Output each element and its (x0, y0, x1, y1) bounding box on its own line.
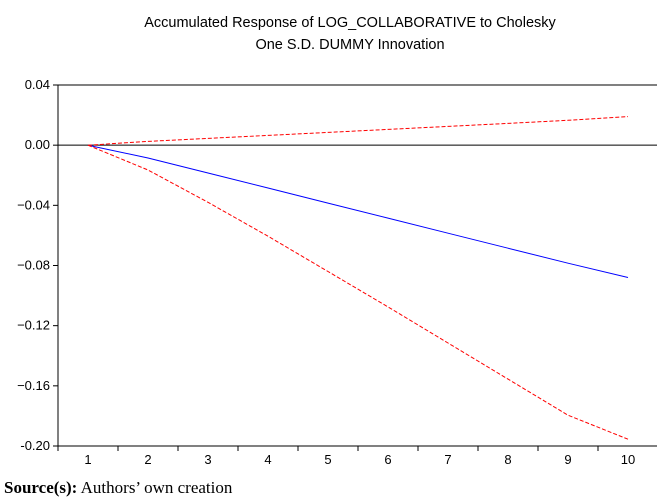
x-tick-label: 8 (504, 452, 511, 467)
series-layer (87, 116, 629, 440)
source-text: Authors’ own creation (77, 478, 233, 497)
y-tick-label: −0.08 (17, 258, 50, 273)
x-tick-label: 9 (564, 452, 571, 467)
chart-title: Accumulated Response of LOG_COLLABORATIV… (144, 15, 556, 31)
y-tick-label: −0.12 (17, 318, 50, 333)
source-label: Source(s): (4, 478, 78, 497)
series-line-1 (87, 116, 629, 146)
source-caption: Source(s): Authors’ own creation (4, 478, 232, 498)
x-tick-label: 1 (84, 452, 91, 467)
series-line-0 (87, 144, 629, 278)
y-tick-label: −0.04 (17, 197, 50, 212)
y-tick-label: −0.16 (17, 378, 50, 393)
x-axis: 1 2 3 4 5 6 7 8 9 10 (57, 446, 635, 467)
y-axis: 0.04 0.00 −0.04 −0.08 −0.12 −0.16 -0.20 (17, 77, 58, 453)
x-tick-label: 7 (444, 452, 451, 467)
plot-frame (57, 84, 657, 447)
chart-subtitle: One S.D. DUMMY Innovation (255, 37, 444, 53)
x-tick-label: 4 (264, 452, 271, 467)
x-tick-label: 5 (324, 452, 331, 467)
y-tick-label: 0.00 (25, 137, 50, 152)
y-tick-label: 0.04 (25, 77, 50, 92)
x-tick-label: 2 (144, 452, 151, 467)
x-tick-label: 6 (384, 452, 391, 467)
series-line-2 (87, 144, 629, 440)
line-chart: Accumulated Response of LOG_COLLABORATIV… (17, 15, 657, 467)
x-tick-label: 3 (204, 452, 211, 467)
x-tick-label: 10 (621, 452, 635, 467)
y-tick-label: -0.20 (20, 438, 50, 453)
